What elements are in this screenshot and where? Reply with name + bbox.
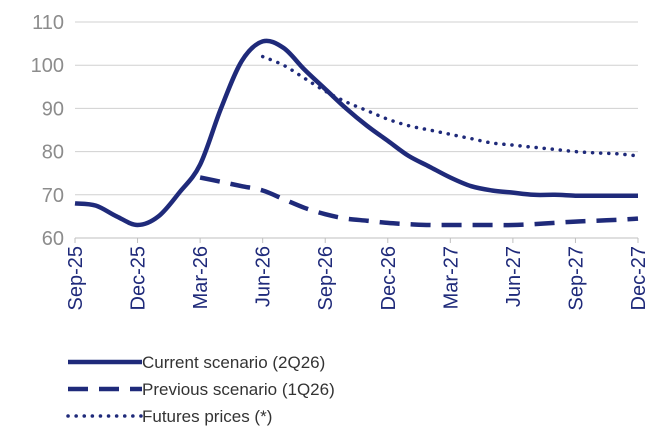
x-tick-label: Mar-26 <box>190 246 212 309</box>
x-tick-label: Jun-26 <box>253 246 275 307</box>
x-tick-label: Dec-27 <box>628 246 650 310</box>
x-tick-label: Sep-26 <box>315 246 337 311</box>
y-tick-label: 70 <box>42 185 64 207</box>
y-tick-label: 100 <box>31 55 64 77</box>
y-tick-label: 80 <box>42 142 64 164</box>
legend: Current scenario (2Q26) Previous scenario… <box>66 353 335 426</box>
series-line-3 <box>260 54 640 158</box>
series-line-2 <box>199 175 639 228</box>
x-tick-label: Jun-27 <box>503 246 525 307</box>
x-tick-label: Mar-27 <box>440 246 462 309</box>
legend-label: Futures prices (*) <box>142 407 272 426</box>
series-lines <box>74 38 640 228</box>
legend-label: Previous scenario (1Q26) <box>142 380 335 399</box>
y-tick-label: 60 <box>42 228 64 250</box>
series-line-1 <box>74 38 638 228</box>
y-axis-ticks: 60 70 80 90 100 110 <box>31 12 64 250</box>
x-tick-label: Dec-26 <box>378 246 400 310</box>
y-tick-label: 110 <box>32 12 64 34</box>
x-tick-label: Dec-25 <box>128 246 150 310</box>
x-tick-label: Sep-27 <box>565 246 587 311</box>
x-axis-ticks: Sep-25 Dec-25 Mar-26 Jun-26 Sep-26 Dec-26 Mar-… <box>65 238 650 311</box>
legend-label: Current scenario (2Q26) <box>142 353 325 372</box>
gridlines <box>75 21 638 196</box>
x-tick-label: Sep-25 <box>65 246 87 311</box>
y-tick-label: 90 <box>42 98 64 120</box>
